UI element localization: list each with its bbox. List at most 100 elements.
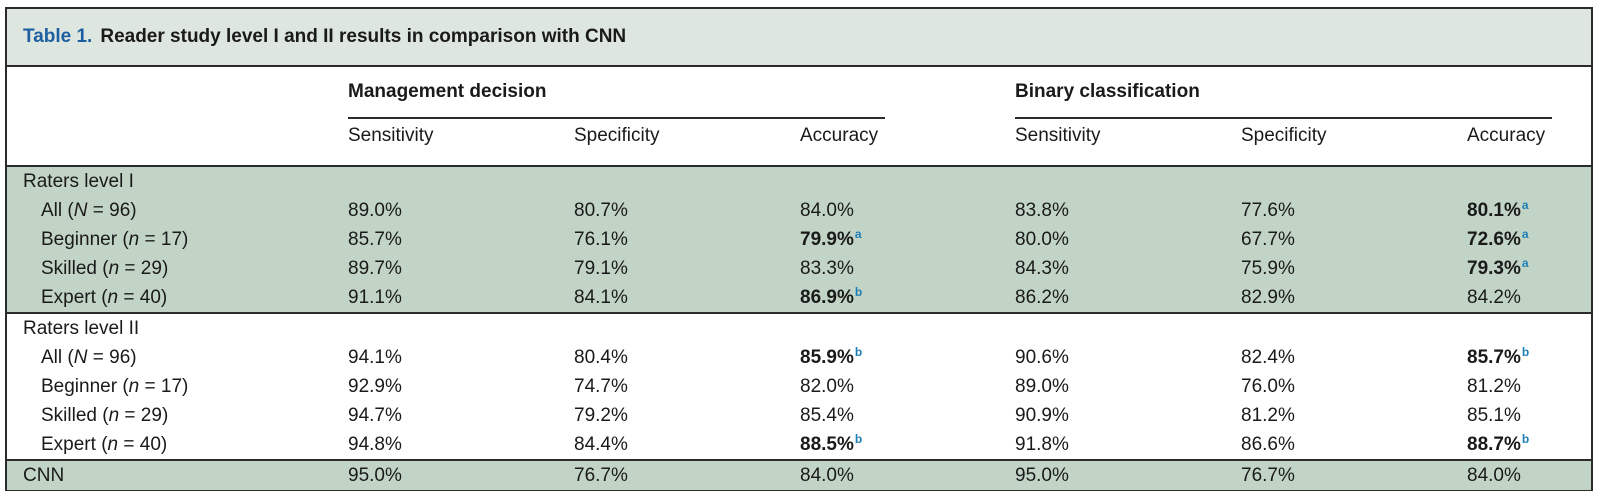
cell-value: 75.9% [1241, 258, 1295, 279]
row-label-prefix: Expert ( [41, 434, 108, 455]
footnote-marker: b [854, 431, 863, 446]
cell-value: 74.7% [574, 376, 628, 397]
table-cell: 94.8% [348, 434, 402, 456]
table-row: All (N = 96) 89.0% 80.7% 84.0% 83.8% 77.6% 80.… [7, 196, 1591, 225]
table-cell: 67.7% [1241, 229, 1295, 251]
table-cell: 88.7%b [1467, 433, 1529, 456]
cell-value: 84.3% [1015, 258, 1069, 279]
table-cell: 85.4% [800, 405, 854, 427]
row-label-suffix: = 17) [139, 229, 189, 250]
table-cell: 75.9% [1241, 258, 1295, 280]
cell-value: 79.9% [800, 229, 854, 250]
cell-value: 82.9% [1241, 287, 1295, 308]
table-cell: 81.2% [1467, 376, 1521, 398]
row-label-suffix: = 40) [118, 287, 168, 308]
section-heading-row: Raters level II [7, 314, 1591, 343]
cell-value: 85.1% [1467, 405, 1521, 426]
table-cell: 81.2% [1241, 405, 1295, 427]
cell-value: 90.9% [1015, 405, 1069, 426]
table-cell: 80.4% [574, 347, 628, 369]
table-cell: 76.7% [574, 465, 628, 486]
cell-value: 92.9% [348, 376, 402, 397]
table-cell: 84.0% [800, 465, 854, 486]
column-header: Specificity [1241, 125, 1327, 146]
table-cell: 79.2% [574, 405, 628, 427]
table-cell: 84.0% [1467, 465, 1521, 486]
cell-value: 82.4% [1241, 347, 1295, 368]
cell-value: 86.2% [1015, 287, 1069, 308]
table-row: Skilled (n = 29) 89.7% 79.1% 83.3% 84.3% 75.9… [7, 254, 1591, 283]
table-cell: 89.0% [348, 200, 402, 222]
table-cell: 80.0% [1015, 229, 1069, 251]
cell-value: 83.8% [1015, 200, 1069, 221]
cell-value: 91.8% [1015, 434, 1069, 455]
row-label: Beginner (n = 17) [41, 376, 188, 398]
cell-value: 90.6% [1015, 347, 1069, 368]
cell-value: 85.7% [348, 229, 402, 250]
table-cell: 85.7%b [1467, 344, 1530, 369]
row-label-variable: N [73, 347, 88, 368]
row-label-suffix: = 17) [139, 376, 189, 397]
row-label-prefix: Beginner ( [41, 229, 129, 250]
cell-value: 82.0% [800, 376, 854, 397]
header-rule [7, 165, 1591, 167]
table-cell: 79.3%a [1467, 257, 1529, 280]
row-label-prefix: Skilled ( [41, 405, 109, 426]
cell-value: 86.9% [800, 287, 854, 308]
table-cell: 83.3% [800, 258, 854, 280]
cell-value: 79.1% [574, 258, 628, 279]
table-row: Skilled (n = 29) 94.7% 79.2% 85.4% 90.9% 81.2… [7, 401, 1591, 430]
column-header: Accuracy [800, 125, 879, 146]
row-label: Beginner (n = 17) [41, 229, 188, 251]
table-cell: 86.6% [1241, 434, 1295, 456]
table-cell: 79.9%a [800, 228, 862, 251]
row-label: Expert (n = 40) [41, 434, 167, 456]
table-cell: 89.7% [348, 258, 402, 280]
column-header: Accuracy [1467, 125, 1546, 146]
row-label: All (N = 96) [41, 200, 137, 222]
table-row: All (N = 96) 94.1% 80.4% 85.9%b 90.6% 82.4% 85… [7, 343, 1591, 372]
cell-value: 91.1% [348, 287, 402, 308]
row-label-prefix: All ( [41, 200, 74, 221]
row-label-suffix: = 29) [119, 405, 169, 426]
row-label-suffix: = 96) [87, 200, 137, 221]
row-label: All (N = 96) [41, 347, 137, 369]
table-cell: 85.7% [348, 229, 402, 251]
row-label-prefix: Beginner ( [41, 376, 129, 397]
table-cell: 95.0% [348, 465, 402, 486]
table-row-cnn: CNN 95.0% 76.7% 84.0% 95.0% 76.7% 84.0% [7, 461, 1591, 490]
table-cell: 79.1% [574, 258, 628, 280]
cell-value: 84.4% [574, 434, 628, 455]
row-label: CNN [23, 465, 65, 486]
table-cell: 90.6% [1015, 347, 1069, 369]
cell-value: 79.3% [1467, 258, 1521, 279]
group-label-binary: Binary classification [1015, 81, 1200, 102]
column-header: Specificity [574, 125, 660, 146]
cell-value: 77.6% [1241, 200, 1295, 221]
table-cell: 80.7% [574, 200, 628, 222]
row-label-variable: n [107, 434, 119, 455]
table-cell: 85.9%b [800, 346, 862, 369]
cell-value: 94.1% [348, 347, 402, 368]
table-cell: 76.1% [574, 229, 628, 251]
cell-value: 80.7% [574, 200, 628, 221]
footnote-marker: b [1521, 344, 1530, 359]
table-cell: 92.9% [348, 376, 402, 398]
table-cell: 83.8% [1015, 200, 1069, 222]
cell-value: 89.7% [348, 258, 402, 279]
cell-value: 80.0% [1015, 229, 1069, 250]
row-label-variable: N [73, 200, 88, 221]
cell-value: 84.0% [800, 200, 854, 221]
row-label-variable: n [108, 258, 120, 279]
table-cell: 77.6% [1241, 200, 1295, 222]
table-cell: 72.6%a [1467, 228, 1529, 251]
table-cell: 76.0% [1241, 376, 1295, 398]
table-cell: 86.9%b [800, 286, 862, 309]
cell-value: 84.1% [574, 287, 628, 308]
cell-value: 67.7% [1241, 229, 1295, 250]
table-cell: 90.9% [1015, 405, 1069, 427]
table-cell: 84.1% [574, 287, 628, 309]
row-label-suffix: = 40) [118, 434, 168, 455]
cell-value: 85.9% [800, 347, 854, 368]
cell-value: 79.2% [574, 405, 628, 426]
